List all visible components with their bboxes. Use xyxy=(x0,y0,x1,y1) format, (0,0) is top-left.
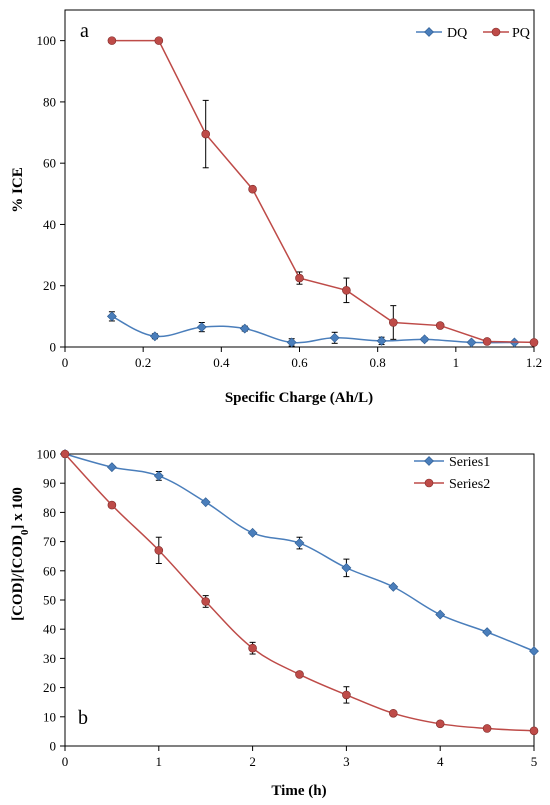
legend-marker-series2 xyxy=(424,478,434,488)
data-point xyxy=(247,527,258,538)
series-dq xyxy=(106,311,520,348)
data-point xyxy=(201,597,210,606)
x-tick-label-a: 0.4 xyxy=(213,355,230,370)
plot-frame-b xyxy=(64,453,535,747)
plot-frame-a xyxy=(64,9,535,348)
legend-marker-series1 xyxy=(424,456,434,466)
x-tick-label-b: 2 xyxy=(249,754,256,769)
data-point xyxy=(482,724,492,733)
x-tick-label-b: 1 xyxy=(156,754,163,769)
legend-marker-dq xyxy=(424,27,434,37)
data-point xyxy=(341,562,352,573)
data-point xyxy=(239,323,250,334)
data-point xyxy=(435,321,445,330)
series-line-pq xyxy=(111,39,535,344)
data-point xyxy=(388,581,399,592)
data-point xyxy=(529,726,539,736)
data-point xyxy=(154,36,164,45)
data-point xyxy=(201,129,210,139)
data-point xyxy=(106,311,117,322)
data-point xyxy=(435,719,445,729)
data-point xyxy=(388,318,398,327)
legend-b: Series1 Series2 xyxy=(414,455,490,492)
data-point xyxy=(529,338,539,347)
x-tick-label-b: 5 xyxy=(531,754,538,769)
data-point xyxy=(286,337,297,348)
legend-marker-pq xyxy=(491,27,501,37)
y-tick-label-a: 40 xyxy=(43,217,56,232)
axes-a: 0 0.2 0.4 0.6 0.8 1 1.2 0 20 40 60 80 100 xyxy=(37,9,542,370)
x-tick-label-b: 4 xyxy=(437,754,444,769)
data-point xyxy=(435,609,446,620)
data-point xyxy=(295,273,304,283)
y-tick-label-b: 60 xyxy=(43,563,56,578)
y-axis-title-b: [COD]/[COD0] x 100 xyxy=(10,487,31,621)
y-tick-label-b: 90 xyxy=(43,476,56,491)
data-point xyxy=(342,690,351,700)
y-tick-label-b: 20 xyxy=(43,680,56,695)
x-tick-label-a: 0.2 xyxy=(135,355,151,370)
data-point xyxy=(107,36,117,45)
panel-label-a: a xyxy=(80,20,89,42)
legend-label-pq: PQ xyxy=(512,26,530,41)
data-point xyxy=(466,337,477,348)
data-point xyxy=(60,449,70,459)
data-point xyxy=(294,538,305,548)
y-tick-label-b: 10 xyxy=(43,709,56,724)
x-axis-title-a: Specific Charge (Ah/L) xyxy=(225,390,373,406)
y-tick-label-b: 80 xyxy=(43,505,56,520)
data-point xyxy=(248,643,257,653)
y-tick-label-b: 0 xyxy=(50,739,57,754)
x-tick-label-b: 3 xyxy=(343,754,350,769)
legend-label-series1: Series1 xyxy=(449,455,490,470)
data-point xyxy=(482,337,492,346)
panel-label-b: b xyxy=(78,707,88,729)
data-point xyxy=(419,334,430,345)
data-point xyxy=(388,708,398,718)
chart-panel-b: b Time (h) [COD]/[COD0] x 100 Series1 Se… xyxy=(10,447,539,799)
y-tick-label-b: 30 xyxy=(43,651,56,666)
data-point xyxy=(329,332,340,343)
data-point xyxy=(107,500,117,510)
legend-label-dq: DQ xyxy=(447,26,467,41)
data-point xyxy=(482,627,493,638)
x-tick-label-a: 0.6 xyxy=(291,355,308,370)
y-tick-label-a: 20 xyxy=(43,278,56,293)
series-line-dq xyxy=(111,315,515,344)
data-point xyxy=(200,497,211,508)
x-axis-title-b: Time (h) xyxy=(271,783,326,799)
y-tick-label-b: 70 xyxy=(43,534,56,549)
series-line-series2 xyxy=(64,453,535,732)
data-point xyxy=(149,331,160,342)
x-tick-label-a: 1 xyxy=(453,355,460,370)
data-point xyxy=(376,335,387,346)
data-point xyxy=(153,470,164,481)
y-tick-label-a: 100 xyxy=(37,33,57,48)
y-axis-title-a: % ICE xyxy=(10,167,26,212)
series-pq xyxy=(107,36,539,347)
x-tick-label-a: 0 xyxy=(62,355,69,370)
data-point xyxy=(342,286,351,295)
chart-panel-a: a Specific Charge (Ah/L) % ICE DQ PQ 0 0.… xyxy=(10,9,542,406)
y-tick-label-b: 50 xyxy=(43,593,56,608)
y-tick-label-b: 100 xyxy=(37,447,57,462)
x-tick-label-a: 1.2 xyxy=(526,355,542,370)
y-tick-label-a: 60 xyxy=(43,156,56,171)
legend-label-series2: Series2 xyxy=(449,477,490,492)
data-point xyxy=(295,670,304,679)
x-tick-label-a: 0.8 xyxy=(370,355,386,370)
data-point xyxy=(106,462,117,473)
data-point xyxy=(529,646,539,657)
data-point xyxy=(154,546,164,555)
data-point xyxy=(248,184,257,194)
y-tick-label-a: 0 xyxy=(50,340,57,355)
y-tick-label-a: 80 xyxy=(43,94,56,109)
data-point xyxy=(196,322,207,333)
x-tick-label-b: 0 xyxy=(62,754,69,769)
y-tick-label-b: 40 xyxy=(43,622,56,637)
legend-a: DQ PQ xyxy=(416,26,530,41)
series-series2 xyxy=(60,449,539,736)
